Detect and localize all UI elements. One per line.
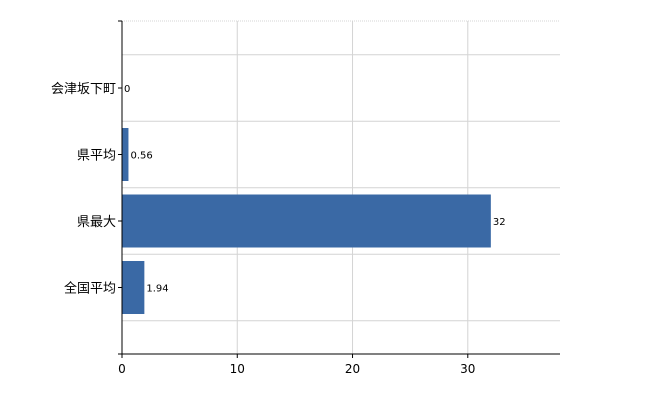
axis-layer: [118, 20, 560, 358]
bar: [122, 128, 129, 181]
bar-layer: [122, 128, 491, 314]
x-tick-label: 10: [230, 362, 245, 376]
bar: [122, 261, 145, 314]
grid-layer: [122, 20, 560, 354]
x-tick-label: 20: [345, 362, 360, 376]
data-label: 0: [124, 84, 130, 95]
category-label: 県平均: [77, 149, 116, 164]
label-layer: 0 会津坂下町 0.56 県平均 32 県最大 1.94 全国平均 0 10 20 30: [51, 82, 506, 376]
category-label: 会津坂下町: [51, 82, 116, 97]
bar: [122, 194, 491, 248]
x-tick-label: 0: [118, 362, 126, 376]
data-label: 0.56: [130, 151, 152, 162]
category-label: 県最大: [77, 215, 116, 230]
data-label: 32: [493, 217, 506, 228]
x-tick-label: 30: [460, 362, 475, 376]
category-label: 全国平均: [64, 281, 116, 297]
data-label: 1.94: [146, 284, 168, 295]
